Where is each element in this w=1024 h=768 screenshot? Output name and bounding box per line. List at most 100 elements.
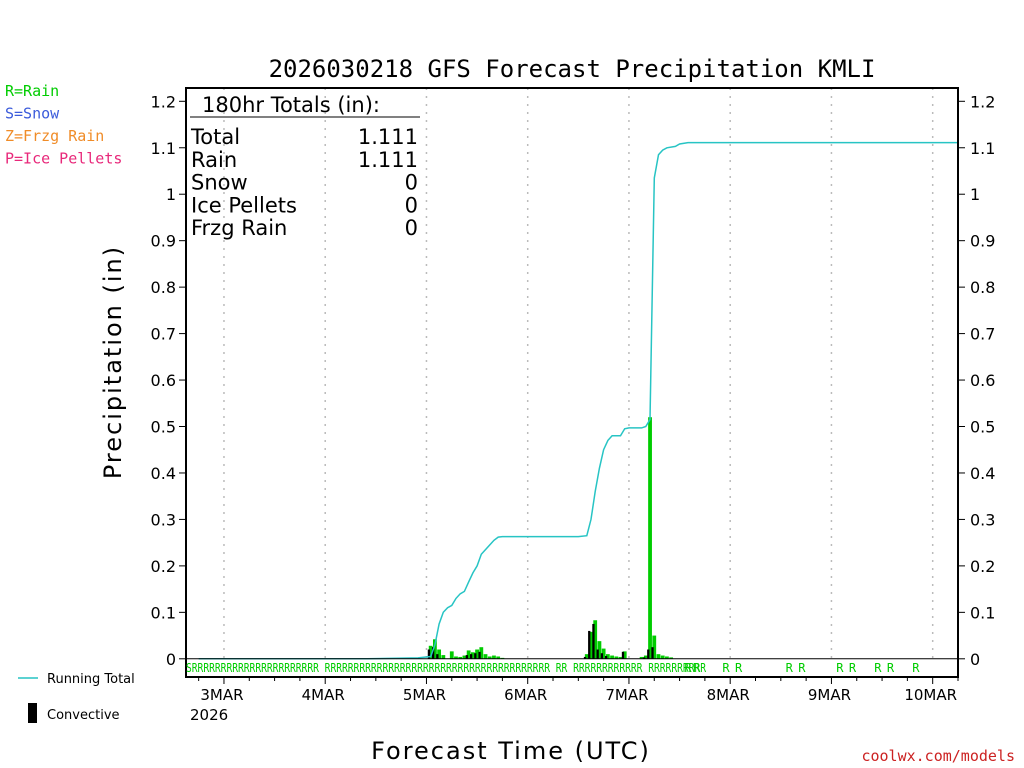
y-tick-label-left: 0.7 [151, 325, 176, 344]
totals-row-label: Rain [191, 148, 237, 172]
plot-frame [185, 87, 959, 678]
chart-title: 2026030218 GFS Forecast Precipitation KM… [269, 55, 876, 83]
ptype-marker: R [874, 661, 882, 675]
y-tick-label-right: 0.7 [970, 325, 995, 344]
ptype-marker: R [693, 661, 701, 675]
y-tick-label-left: 0.2 [151, 557, 176, 576]
y-tick-label-right: 0.9 [970, 232, 995, 251]
totals-header: 180hr Totals (in): [202, 93, 380, 117]
ptype-marker: R [722, 661, 730, 675]
y-tick-label-left: 0.6 [151, 371, 176, 390]
y-tick-label-left: 0.8 [151, 278, 176, 297]
rain-bar [605, 654, 610, 659]
ptype-marker: R [786, 661, 794, 675]
rain-bar [462, 655, 467, 659]
ptype-marker: R [836, 661, 844, 675]
rain-bar [441, 655, 446, 659]
ptype-marker: R [735, 661, 743, 675]
rain-bar [432, 639, 437, 659]
rain-bar [601, 648, 606, 659]
rain-bar [618, 656, 623, 659]
x-tick-label: 5MAR [403, 686, 446, 704]
rain-bar [589, 631, 593, 659]
ptype-marker: R [684, 661, 692, 675]
y-axis-title: Precipitation (in) [99, 245, 127, 479]
rain-bar [487, 656, 492, 659]
x-axis-title: Forecast Time (UTC) [371, 737, 651, 765]
y-tick-label-left: 0.9 [151, 232, 176, 251]
totals-box: 180hr Totals (in): Total 1.111 Rain 1.111 Sn… [190, 93, 420, 240]
rain-bar [622, 651, 627, 659]
running-total-line [198, 141, 958, 660]
totals-row-value: 1.111 [358, 148, 418, 172]
rain-bar [584, 654, 589, 659]
convective-bar [588, 630, 591, 659]
rain-bar [466, 650, 471, 659]
convective-bars [427, 623, 654, 659]
y-tick-label-left: 0 [166, 650, 176, 669]
y-tick-label-right: 1.2 [970, 92, 995, 111]
rain-bar [656, 654, 661, 659]
y-tick-label-left: 0.1 [151, 603, 176, 622]
rain-bar [428, 645, 433, 659]
rain-bar [496, 656, 501, 659]
y-tick-label-left: 1.1 [151, 139, 176, 158]
rain-bar [639, 656, 644, 659]
legend-bottom: Running Total Convective [18, 672, 135, 723]
ptype-strip: SRRRRRRRRRRRRRRRRRRRRRR RRRRRRRRRRRRRRRR… [186, 661, 920, 675]
rain-bar [458, 656, 463, 659]
y-axis-right: 0 0.1 0.2 0.3 0.4 0.5 0.6 0.7 0.8 0.9 1 1.1 1.2 [958, 92, 995, 669]
convective-bar [621, 651, 625, 659]
convective-bar [647, 649, 650, 659]
ptype-strip-text: SRRRRRRRRRRRRRRRRRRRRRR RRRRRRRRRRRRRRRR… [186, 661, 707, 675]
x-tick-label: 10MAR [904, 686, 957, 704]
convective-bar [465, 655, 469, 659]
x-tick-label: 8MAR [707, 686, 750, 704]
y-tick-label-left: 0.5 [151, 418, 176, 437]
totals-row-value: 1.111 [358, 125, 418, 149]
convective-bar [592, 623, 595, 659]
convective-bar [600, 653, 604, 659]
rain-bar [665, 656, 669, 659]
rain-bar [614, 656, 619, 659]
convective-bar [478, 651, 481, 659]
y-tick-label-right: 0.6 [970, 371, 995, 390]
totals-row-label: Ice Pellets [191, 193, 297, 217]
rain-bar [610, 655, 614, 659]
totals-row-label: Frzg Rain [191, 216, 287, 240]
legend-convective-label: Convective [47, 708, 120, 723]
rain-bar [660, 655, 665, 659]
y-tick-label-right: 0.3 [970, 510, 995, 529]
rain-bar [643, 655, 648, 659]
convective-bar [642, 657, 646, 659]
rain-bar [437, 649, 442, 659]
totals-row-label: Total [190, 125, 240, 149]
credit-link[interactable]: coolwx.com/models [861, 747, 1015, 765]
convective-bar [474, 653, 477, 659]
legend-top-item: Z=Frzg Rain [5, 127, 104, 145]
ptype-marker: R [912, 661, 920, 675]
y-tick-label-right: 0.1 [970, 603, 995, 622]
convective-bar [436, 654, 439, 659]
rain-bar [648, 417, 652, 659]
rain-bar [652, 635, 657, 659]
convective-bar [604, 656, 608, 659]
rain-bar [470, 652, 475, 659]
totals-row-label: Snow [191, 171, 248, 195]
rain-bar [454, 656, 458, 659]
convective-bar [469, 654, 473, 659]
legend-convective-swatch [28, 703, 37, 723]
legend-top-item: S=Snow [5, 105, 60, 123]
year-label: 2026 [190, 706, 228, 724]
rain-bar [483, 654, 488, 659]
ptype-marker: R [849, 661, 857, 675]
rain-bar [492, 655, 496, 659]
vertical-grid [223, 88, 934, 659]
x-tick-label: 6MAR [504, 686, 547, 704]
totals-row-value: 0 [405, 193, 418, 217]
y-tick-label-right: 1.1 [970, 139, 995, 158]
y-axis-left: 0 0.1 0.2 0.3 0.4 0.5 0.6 0.7 0.8 0.9 1 1.1 1.2 [151, 92, 186, 669]
x-tick-label: 9MAR [808, 686, 851, 704]
legend-top: R=Rain S=Snow Z=Frzg Rain P=Ice Pellets [5, 82, 122, 168]
